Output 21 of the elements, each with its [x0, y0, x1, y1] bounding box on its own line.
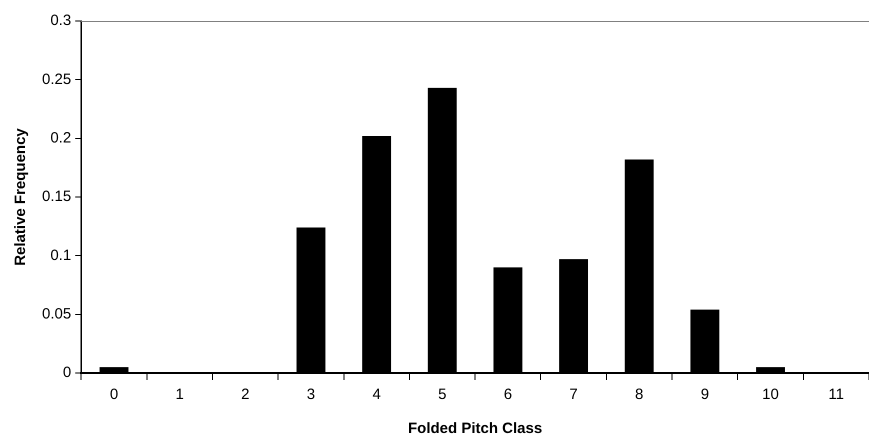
y-tick-label: 0.3 — [50, 12, 72, 30]
x-tick-label: 10 — [762, 386, 779, 404]
y-tick-label: 0.15 — [42, 188, 72, 206]
x-tick-label: 5 — [438, 386, 446, 404]
x-tick-label: 11 — [828, 386, 844, 404]
x-tick-label: 0 — [110, 386, 118, 404]
x-tick-label: 2 — [241, 386, 250, 404]
x-tick-label: 8 — [635, 386, 644, 404]
y-tick-label: 0.05 — [42, 305, 72, 322]
y-axis-title: Relative Frequency — [12, 128, 30, 266]
x-tick-label: 7 — [569, 386, 578, 404]
x-tick-label: 6 — [504, 386, 512, 404]
y-tick-label: 0.25 — [42, 70, 72, 88]
y-tick-label: 0 — [62, 364, 72, 382]
x-tick-label: 4 — [372, 386, 381, 404]
x-tick-label: 3 — [306, 386, 316, 404]
x-axis-title: Folded Pitch Class — [408, 420, 542, 438]
x-tick-label: 1 — [176, 386, 184, 404]
x-tick-label: 9 — [700, 386, 710, 404]
y-tick-label: 0.2 — [50, 129, 72, 146]
y-tick-label: 0.1 — [50, 246, 72, 264]
